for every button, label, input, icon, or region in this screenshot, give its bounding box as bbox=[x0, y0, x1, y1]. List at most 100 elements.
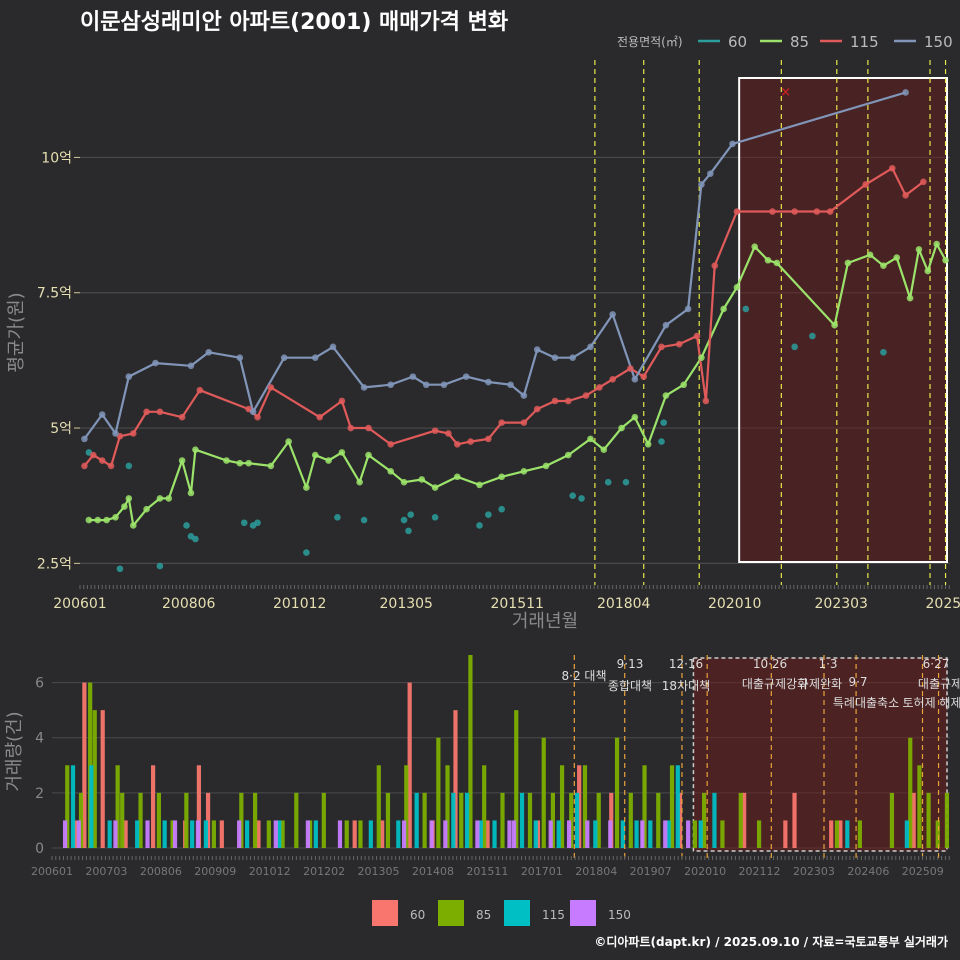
bar-150 bbox=[663, 820, 668, 848]
data-point-85 bbox=[587, 435, 594, 443]
data-point-85 bbox=[387, 468, 395, 475]
data-point-85 bbox=[476, 481, 483, 489]
bar-115 bbox=[593, 820, 598, 848]
bar-115 bbox=[203, 820, 208, 848]
bar-85 bbox=[280, 820, 285, 848]
bar-85 bbox=[500, 792, 505, 848]
bar-115 bbox=[107, 820, 112, 848]
bottom-x-tick-label: 202112 bbox=[739, 865, 781, 878]
data-point-115 bbox=[467, 438, 474, 445]
bar-85 bbox=[692, 820, 698, 848]
data-point-85 bbox=[662, 392, 670, 399]
bar-60 bbox=[453, 710, 458, 848]
bar-85 bbox=[596, 792, 601, 848]
data-point-60 bbox=[116, 565, 124, 573]
data-point-85 bbox=[223, 457, 230, 464]
bottom-y-axis-title: 거래량(건) bbox=[4, 711, 25, 791]
data-point-85 bbox=[542, 462, 550, 470]
annotation-date: 9·7 bbox=[848, 675, 867, 689]
bar-85 bbox=[239, 792, 244, 848]
bottom-event-lines bbox=[573, 655, 940, 858]
bar-150 bbox=[337, 820, 343, 848]
data-point-150 bbox=[551, 354, 559, 361]
data-point-85 bbox=[893, 254, 901, 261]
legend-title: 전용면적(㎡) bbox=[617, 35, 683, 49]
data-point-150 bbox=[409, 373, 417, 380]
bottom-legend: 60 85 115 150 bbox=[372, 900, 631, 926]
data-point-115 bbox=[675, 340, 683, 348]
bar-150 bbox=[172, 820, 178, 848]
bar-85 bbox=[926, 792, 931, 848]
bar-85 bbox=[720, 820, 725, 848]
data-point-85 bbox=[236, 459, 244, 467]
bar-115 bbox=[904, 820, 909, 848]
data-point-85 bbox=[644, 440, 652, 448]
data-point-150 bbox=[684, 305, 692, 313]
data-point-150 bbox=[520, 392, 528, 399]
top-y-axis-title: 평균가(원) bbox=[6, 292, 27, 372]
data-point-85 bbox=[125, 495, 133, 502]
bar-85 bbox=[385, 792, 391, 848]
top-y-tick-label: 5억 bbox=[50, 421, 72, 437]
data-point-85 bbox=[245, 459, 252, 467]
data-point-85 bbox=[733, 284, 741, 291]
data-point-85 bbox=[751, 243, 758, 251]
bar-85 bbox=[656, 792, 661, 848]
chart-title: 이문삼성래미안 아파트(2001) 매매가격 변화 bbox=[80, 10, 509, 35]
legend-box-85 bbox=[438, 900, 464, 926]
data-point-85 bbox=[325, 457, 332, 464]
bottom-x-tick-label: 201408 bbox=[412, 865, 454, 878]
bar-115 bbox=[556, 820, 561, 848]
data-point-150 bbox=[360, 384, 368, 391]
annotation-text: 대출규제강화 bbox=[742, 677, 808, 691]
legend-label-150: 150 bbox=[924, 33, 953, 51]
legend-box-115 bbox=[504, 900, 530, 926]
annotation-text: 특례대출축소 bbox=[833, 696, 899, 710]
data-point-150 bbox=[422, 381, 430, 389]
bar-150 bbox=[608, 820, 613, 848]
data-point-85 bbox=[94, 516, 102, 524]
bar-85 bbox=[65, 765, 70, 848]
bar-150 bbox=[402, 820, 407, 848]
data-point-85 bbox=[564, 451, 572, 459]
bottom-x-tick-label: 202303 bbox=[793, 865, 835, 878]
data-point-60 bbox=[604, 478, 612, 486]
bar-85 bbox=[266, 820, 271, 848]
data-point-85 bbox=[285, 438, 292, 445]
bar-60 bbox=[911, 792, 916, 848]
data-point-85 bbox=[85, 516, 93, 524]
bottom-annotations: 8·2 대책 9·13 종합대책 12·16 18차대책 10·26 대출규제강화 1·3 규제… bbox=[562, 657, 960, 710]
bottom-highlight-box bbox=[692, 657, 948, 852]
bar-150 bbox=[686, 820, 691, 848]
bar-60 bbox=[742, 792, 747, 848]
data-point-60 bbox=[400, 516, 408, 524]
bar-85 bbox=[935, 820, 940, 848]
bar-150 bbox=[237, 820, 242, 848]
data-point-85 bbox=[103, 516, 110, 524]
bar-60 bbox=[829, 820, 834, 848]
data-point-85 bbox=[121, 503, 128, 510]
bottom-x-tick-label: 201305 bbox=[358, 865, 400, 878]
annotation-text: 18차대책 bbox=[662, 678, 710, 693]
top-x-tick-label: 2025 bbox=[926, 596, 960, 612]
annotation-date: 6·27 bbox=[923, 657, 950, 671]
data-point-150 bbox=[631, 376, 639, 383]
legend-label-115: 115 bbox=[542, 908, 565, 922]
bar-115 bbox=[464, 792, 470, 848]
bar-85 bbox=[834, 820, 840, 848]
bar-85 bbox=[527, 792, 533, 848]
bar-85 bbox=[404, 765, 409, 848]
bar-150 bbox=[76, 820, 81, 848]
data-point-85 bbox=[915, 246, 923, 253]
data-point-115 bbox=[254, 413, 261, 421]
annotation-text: 토허제 해제 bbox=[902, 696, 960, 710]
data-point-60 bbox=[498, 505, 505, 513]
data-point-85 bbox=[924, 267, 932, 275]
bar-85 bbox=[92, 710, 97, 848]
bar-150 bbox=[585, 820, 590, 848]
top-highlight-region bbox=[738, 77, 948, 563]
bottom-x-tick-label: 202509 bbox=[902, 865, 944, 878]
bar-85 bbox=[459, 792, 464, 848]
data-point-150 bbox=[902, 89, 909, 96]
data-point-60 bbox=[431, 514, 439, 521]
